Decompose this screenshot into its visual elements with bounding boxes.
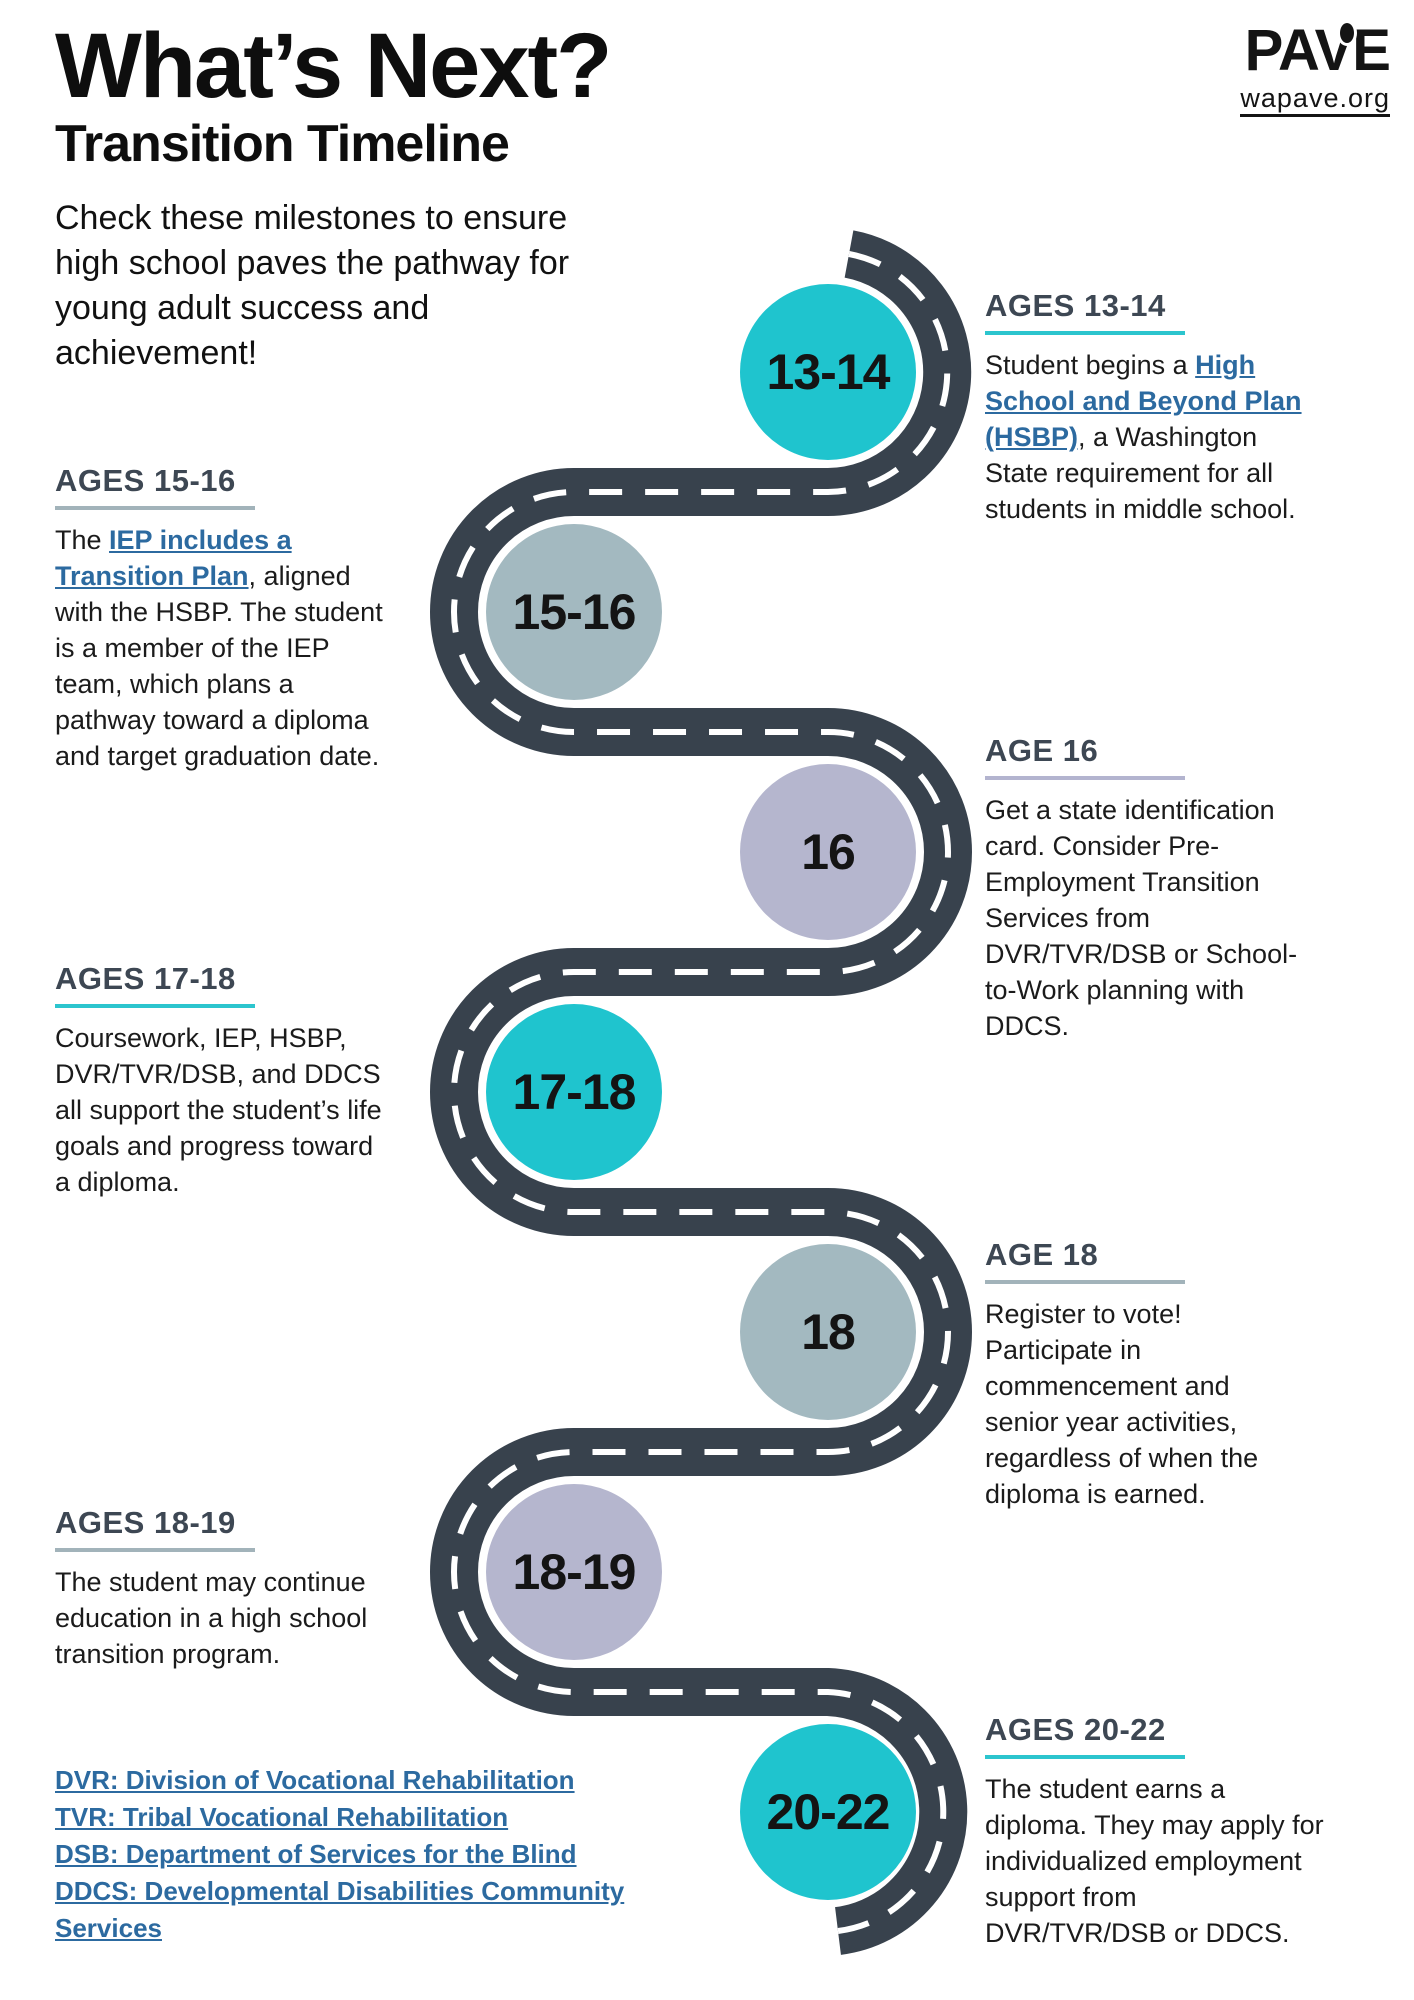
section-body: Get a state identification card. Conside…: [985, 792, 1325, 1044]
dsb-definition-link[interactable]: DSB: Department of Services for the Blin…: [55, 1839, 577, 1869]
timeline-node-20-22: 20-22: [740, 1724, 916, 1900]
pave-logo-wordmark: PAVE: [1244, 18, 1391, 83]
body-text: Coursework, IEP, HSBP, DVR/TVR/DSB, and …: [55, 1023, 382, 1197]
timeline-node-label: 13-14: [766, 344, 891, 400]
ddcs-definition-link[interactable]: DDCS: Developmental Disabilities Communi…: [55, 1876, 625, 1943]
inline-link[interactable]: IEP includes a Transition Plan: [55, 525, 292, 591]
section-body: The student earns a diploma. They may ap…: [985, 1771, 1325, 1951]
pave-logo-text: PAVE: [1244, 18, 1391, 83]
acronym-definitions: DVR: Division of Vocational Rehabilitati…: [55, 1762, 655, 1947]
section-heading: AGES 13-14: [985, 288, 1185, 335]
body-text: The: [55, 525, 110, 555]
body-text: The student may continue education in a …: [55, 1567, 368, 1669]
timeline-node-13-14: 13-14: [740, 284, 916, 460]
timeline-node-label: 16: [801, 824, 856, 880]
timeline-node-18-19: 18-19: [486, 1484, 662, 1660]
section-heading: AGE 18: [985, 1237, 1185, 1284]
body-text: , a Washington State requirement for all…: [985, 422, 1296, 524]
timeline-node-label: 15-16: [512, 584, 637, 640]
page-subtitle: Transition Timeline: [55, 115, 510, 173]
section-ages-20-22: AGES 20-22 The student earns a diploma. …: [985, 1712, 1325, 1951]
section-ages-13-14: AGES 13-14 Student begins a High School …: [985, 288, 1325, 527]
section-heading: AGES 15-16: [55, 463, 255, 510]
body-text: The student earns a diploma. They may ap…: [985, 1774, 1324, 1948]
dvr-definition-link[interactable]: DVR: Division of Vocational Rehabilitati…: [55, 1765, 575, 1795]
timeline-node-15-16: 15-16: [486, 524, 662, 700]
section-ages-15-16: AGES 15-16 The IEP includes a Transition…: [55, 463, 400, 774]
pave-logo: PAVE wapave.org: [1228, 18, 1391, 118]
timeline-node-18: 18: [740, 1244, 916, 1420]
timeline-node-label: 18-19: [512, 1544, 637, 1600]
body-text: Get a state identification card. Conside…: [985, 795, 1298, 1041]
logo-site-link[interactable]: wapave.org: [1240, 83, 1390, 118]
tvr-definition-link[interactable]: TVR: Tribal Vocational Rehabilitation: [55, 1802, 509, 1832]
section-age-16: AGE 16 Get a state identification card. …: [985, 733, 1325, 1044]
timeline-node-label: 17-18: [512, 1064, 637, 1120]
body-text: , aligned with the HSBP. The student is …: [55, 561, 383, 771]
logo-person-head-icon: [1336, 20, 1357, 46]
section-body: The IEP includes a Transition Plan, alig…: [55, 522, 400, 774]
section-heading: AGE 16: [985, 733, 1185, 780]
page-title: What’s Next?: [55, 15, 612, 117]
section-age-18: AGE 18 Register to vote! Participate in …: [985, 1237, 1307, 1512]
section-heading: AGES 20-22: [985, 1712, 1185, 1759]
body-text: Student begins a: [985, 350, 1196, 380]
inline-link[interactable]: High School and Beyond Plan (HSBP): [985, 350, 1302, 452]
body-text: Register to vote! Participate in commenc…: [985, 1299, 1259, 1509]
timeline-node-17-18: 17-18: [486, 1004, 662, 1180]
section-body: The student may continue education in a …: [55, 1564, 435, 1672]
road-dashes: [451, 251, 951, 1934]
timeline-node-label: 18: [801, 1304, 856, 1360]
section-body: Register to vote! Participate in commenc…: [985, 1296, 1307, 1512]
section-ages-18-19: AGES 18-19 The student may continue educ…: [55, 1505, 435, 1672]
timeline-node-16: 16: [740, 764, 916, 940]
section-ages-17-18: AGES 17-18 Coursework, IEP, HSBP, DVR/TV…: [55, 961, 395, 1200]
section-heading: AGES 18-19: [55, 1505, 255, 1552]
section-body: Coursework, IEP, HSBP, DVR/TVR/DSB, and …: [55, 1020, 395, 1200]
timeline-node-label: 20-22: [766, 1784, 891, 1840]
intro-text: Check these milestones to ensure high sc…: [55, 199, 570, 372]
section-body: Student begins a High School and Beyond …: [985, 347, 1325, 527]
section-heading: AGES 17-18: [55, 961, 255, 1008]
